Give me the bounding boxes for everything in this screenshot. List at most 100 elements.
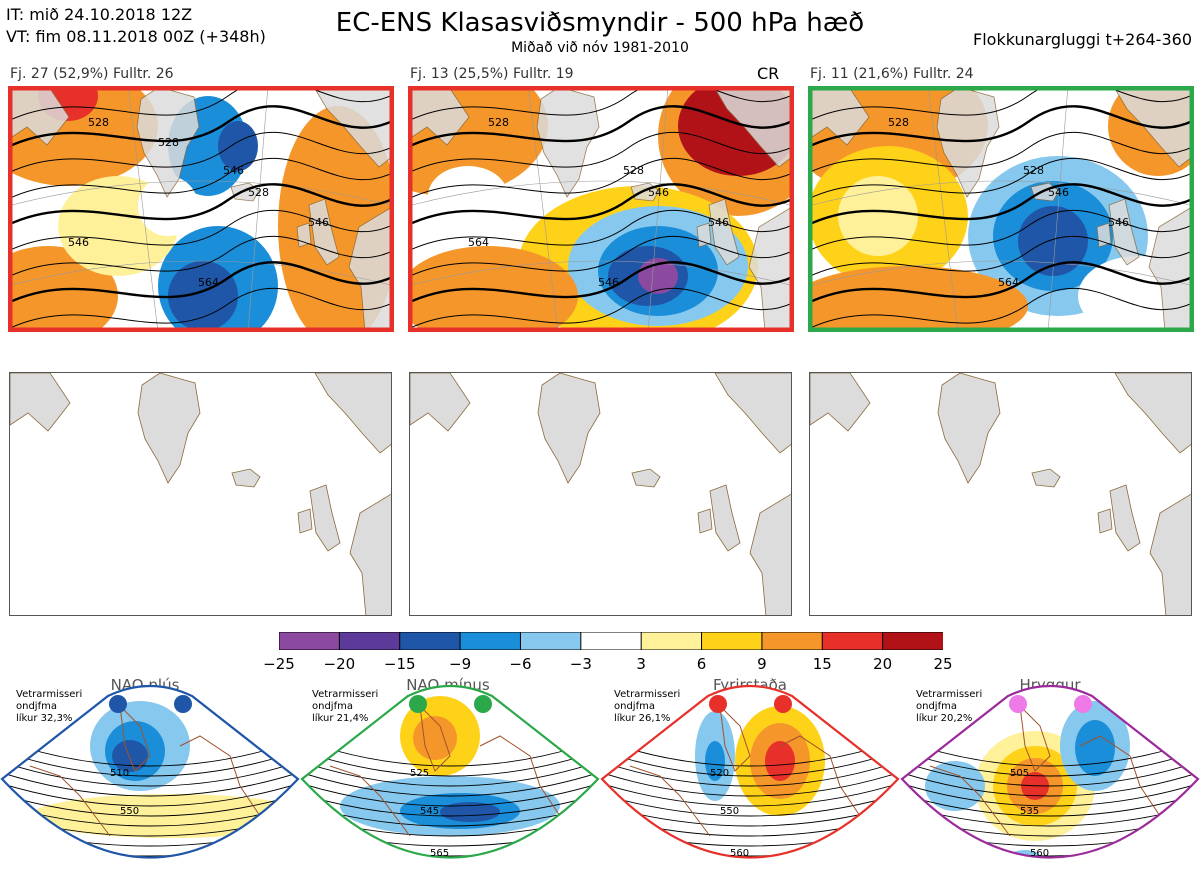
great-britain-landmass bbox=[308, 198, 340, 266]
iceland-landmass bbox=[631, 468, 661, 488]
anomaly-area bbox=[413, 716, 457, 760]
great-britain-landmass bbox=[709, 484, 741, 552]
colorbar-swatch bbox=[459, 632, 522, 650]
run-info: IT: mið 24.10.2018 12Z VT: fim 08.11.201… bbox=[6, 4, 266, 48]
land-map-2 bbox=[409, 372, 792, 616]
canada-landmass bbox=[10, 373, 71, 432]
regime-4-map: 505 535 560 bbox=[900, 676, 1200, 871]
contour-label: 528 bbox=[1023, 164, 1044, 177]
anomaly-area bbox=[218, 121, 258, 171]
regime-marker bbox=[1074, 695, 1092, 713]
contour-label: 510 bbox=[110, 768, 129, 779]
colorbar-tick-label: −3 bbox=[569, 655, 592, 673]
height-contours bbox=[408, 86, 794, 330]
colorbar-swatch bbox=[761, 632, 824, 650]
regime-marker bbox=[409, 695, 427, 713]
anomaly-area bbox=[765, 741, 795, 781]
colorbar-tick-label: −6 bbox=[509, 655, 532, 673]
graticule bbox=[808, 86, 1194, 332]
regime-3-map: 520 550 560 bbox=[600, 676, 900, 871]
contour-label: 564 bbox=[998, 276, 1019, 289]
great-britain-landmass bbox=[309, 484, 341, 552]
contour-label: 550 bbox=[120, 806, 139, 817]
anomaly-area bbox=[112, 740, 148, 772]
anomaly-area bbox=[705, 741, 725, 781]
contour-label: 546 bbox=[598, 276, 619, 289]
contour-label: 560 bbox=[730, 848, 749, 859]
cluster-border bbox=[808, 86, 1194, 332]
contour-label: 520 bbox=[710, 768, 729, 779]
great-britain-landmass bbox=[1108, 198, 1140, 266]
sector-outline bbox=[300, 684, 600, 859]
iceland-landmass bbox=[231, 468, 261, 488]
anomaly-area bbox=[168, 261, 238, 331]
contour-label: 546 bbox=[223, 164, 244, 177]
regime-3-info: Vetrarmisseri ondjfma líkur 26,1% bbox=[614, 689, 681, 724]
cluster-2-flag: CR bbox=[757, 64, 780, 83]
colorbar-swatch bbox=[399, 632, 462, 650]
regime-marker bbox=[474, 695, 492, 713]
cluster-1-label: Fj. 27 (52,9%) Fulltr. 26 bbox=[10, 66, 174, 82]
contour-label: 546 bbox=[648, 186, 669, 199]
contour-label: 550 bbox=[720, 806, 739, 817]
contour-label: 564 bbox=[468, 236, 489, 249]
regime-marker bbox=[109, 695, 127, 713]
cluster-3-label: Fj. 11 (21,6%) Fulltr. 24 bbox=[810, 66, 974, 82]
colorbar-swatch bbox=[279, 632, 341, 650]
initial-time: IT: mið 24.10.2018 12Z bbox=[6, 5, 193, 24]
contour-label: 546 bbox=[68, 236, 89, 249]
regime-4-info: Vetrarmisseri ondjfma líkur 20,2% bbox=[916, 689, 983, 724]
height-contours bbox=[808, 86, 1194, 330]
regime-marker bbox=[774, 695, 792, 713]
page-subtitle: Miðað við nóv 1981-2010 bbox=[511, 40, 689, 56]
height-contours bbox=[8, 86, 394, 330]
contour-label: 505 bbox=[1010, 768, 1029, 779]
colorbar-tick-label: 20 bbox=[873, 655, 893, 673]
colorbar-tick-label: 15 bbox=[812, 655, 832, 673]
land-group bbox=[810, 373, 1191, 615]
anomaly-area bbox=[428, 166, 508, 226]
ireland-landmass bbox=[297, 508, 313, 534]
scandinavia-landmass bbox=[714, 373, 791, 454]
colorbar-swatch bbox=[882, 632, 943, 650]
colorbar-swatch bbox=[640, 632, 703, 650]
anomaly-area bbox=[1018, 206, 1088, 276]
contour-label: 564 bbox=[198, 276, 219, 289]
contour-label: 546 bbox=[1048, 186, 1069, 199]
anomaly-area bbox=[838, 176, 918, 256]
classification-window: Flokkunargluggi t+264-360 bbox=[973, 30, 1192, 49]
colorbar-swatch bbox=[519, 632, 582, 650]
page-title: EC-ENS Klasasviðsmyndir - 500 hPa hæð bbox=[335, 8, 865, 38]
colorbar-swatch bbox=[821, 632, 884, 650]
contour-label: 546 bbox=[308, 216, 329, 229]
europe-landmass bbox=[749, 493, 791, 615]
contour-label: 525 bbox=[410, 768, 429, 779]
colorbar-swatch bbox=[701, 632, 763, 650]
anomaly-area bbox=[925, 761, 985, 811]
scandinavia-landmass bbox=[314, 373, 391, 454]
canada-landmass bbox=[410, 373, 471, 432]
contour-label: 528 bbox=[488, 116, 509, 129]
valid-time: VT: fim 08.11.2018 00Z (+348h) bbox=[6, 27, 266, 46]
regime-marker bbox=[174, 695, 192, 713]
colorbar-tick-label: 25 bbox=[933, 655, 953, 673]
cluster-2-label: Fj. 13 (25,5%) Fulltr. 19 bbox=[410, 66, 574, 82]
europe-landmass bbox=[1149, 493, 1191, 615]
colorbar-tick-label: −25 bbox=[263, 655, 295, 673]
land-group bbox=[10, 373, 391, 615]
ireland-landmass bbox=[1097, 508, 1113, 534]
scandinavia-landmass bbox=[1114, 373, 1191, 454]
colorbar-swatch bbox=[338, 632, 401, 650]
contour-label: 528 bbox=[158, 136, 179, 149]
sector-outline bbox=[0, 684, 300, 859]
land-group bbox=[410, 373, 791, 615]
contour-label: 535 bbox=[1020, 806, 1039, 817]
regime-2-map: 525 545 565 bbox=[300, 676, 600, 871]
contour-label: 528 bbox=[888, 116, 909, 129]
contour-label: 546 bbox=[1108, 216, 1129, 229]
anomaly-colorbar bbox=[279, 632, 943, 650]
sector-outline bbox=[600, 684, 900, 859]
regime-1-map: 510 550 bbox=[0, 676, 300, 871]
iceland-landmass bbox=[1031, 468, 1061, 488]
anomaly-area bbox=[440, 802, 500, 822]
